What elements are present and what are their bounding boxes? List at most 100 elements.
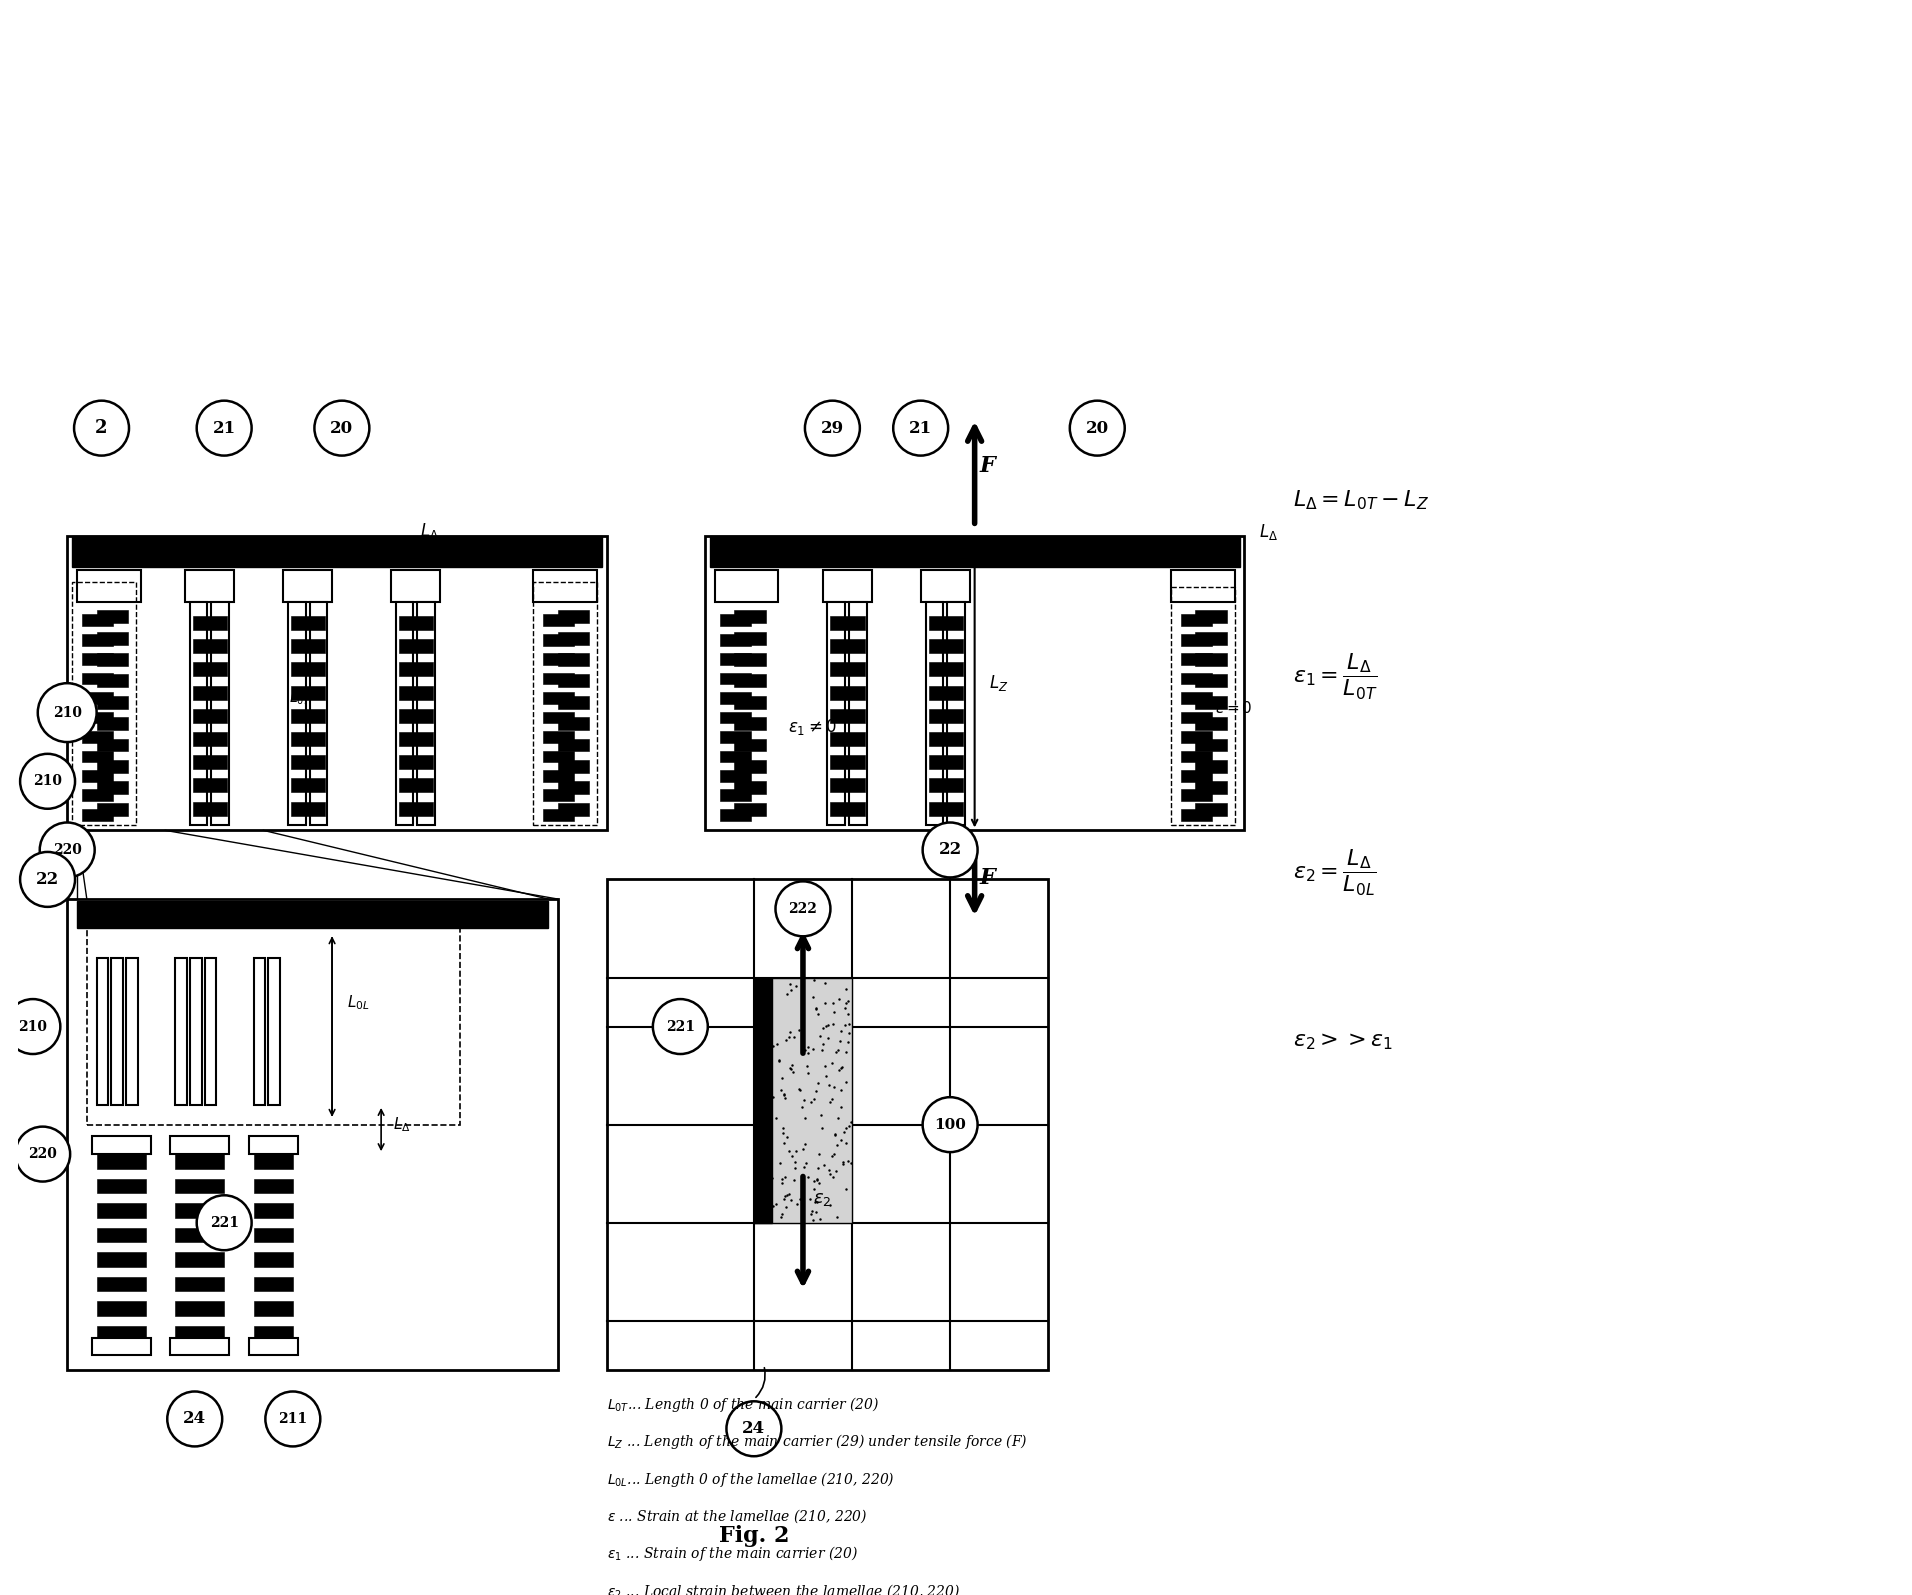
Bar [291,686,325,700]
Text: $\varepsilon_2 = \dfrac{L_\Delta}{L_{0L}}$: $\varepsilon_2 = \dfrac{L_\Delta}{L_{0L}… [1294,849,1377,898]
Bar [254,959,266,1105]
Bar [82,692,113,703]
Text: 210: 210 [54,705,82,719]
Bar [268,959,279,1105]
Text: 21: 21 [908,419,933,437]
Bar [830,616,864,630]
Text: 24: 24 [742,1420,765,1437]
Circle shape [923,1097,977,1152]
Bar [92,1136,151,1155]
Bar [176,1228,224,1243]
Bar [719,809,751,820]
Bar [176,1179,224,1193]
Text: $L_Z$ ... Length of the main carrier (29) under tensile force (F): $L_Z$ ... Length of the main carrier (29… [606,1432,1027,1451]
Bar [929,778,964,793]
Text: $L_{0T}$... Length 0 of the main carrier (20): $L_{0T}$... Length 0 of the main carrier… [606,1396,880,1415]
Bar [390,571,440,601]
Bar [709,536,1239,568]
Bar [98,611,128,624]
Bar [543,614,574,627]
Bar [396,601,413,826]
Bar [543,751,574,762]
Text: $L_{0L}$: $L_{0L}$ [346,994,369,1011]
Bar [67,900,558,1370]
Bar [1195,632,1228,644]
Bar [291,732,325,746]
Bar [291,802,325,815]
Bar [205,959,216,1105]
Bar [291,756,325,769]
Circle shape [166,1391,222,1447]
Bar [1195,652,1228,667]
Text: $L_\Delta = L_{0T} - L_Z$: $L_\Delta = L_{0T} - L_Z$ [1294,488,1430,512]
Bar [92,1338,151,1356]
Bar [98,1276,145,1292]
Bar [400,732,434,746]
Bar [283,571,333,601]
Bar [1170,571,1235,601]
Bar [1180,633,1212,646]
Bar [193,708,228,723]
Circle shape [75,400,128,456]
Bar [734,675,765,687]
Bar [830,732,864,746]
Bar [830,778,864,793]
Bar [719,711,751,723]
Text: 221: 221 [210,1215,239,1230]
Bar [1180,809,1212,820]
Bar [543,790,574,801]
Text: $\varepsilon_1$ ... Strain of the main carrier (20): $\varepsilon_1$ ... Strain of the main c… [606,1544,858,1563]
Bar [1180,614,1212,627]
Bar [193,756,228,769]
Bar [185,571,233,601]
Bar [176,1203,224,1219]
Text: $\varepsilon$ ... Strain at the lamellae (210, 220): $\varepsilon$ ... Strain at the lamellae… [606,1507,868,1525]
Bar [830,756,864,769]
Bar [400,756,434,769]
Bar [1180,673,1212,684]
Text: 20: 20 [331,419,354,437]
Bar [734,782,765,794]
Bar [543,654,574,665]
Bar [719,692,751,703]
Bar [291,778,325,793]
Bar [1195,675,1228,687]
Bar [193,802,228,815]
Bar [98,782,128,794]
Bar [719,731,751,743]
Circle shape [21,754,75,809]
Bar [176,1276,224,1292]
Bar [734,738,765,751]
Bar [922,571,969,601]
Bar [558,675,589,687]
Bar [291,708,325,723]
Bar [176,1155,224,1169]
Bar [98,652,128,667]
Bar [82,751,113,762]
Bar [82,770,113,782]
Bar [719,673,751,684]
Bar [543,692,574,703]
Bar [543,673,574,684]
Text: $L_\Delta$: $L_\Delta$ [421,522,440,541]
Bar [193,686,228,700]
Bar [193,662,228,676]
Circle shape [1071,400,1124,456]
Bar [82,614,113,627]
Text: $L_{0L}$... Length 0 of the lamellae (210, 220): $L_{0L}$... Length 0 of the lamellae (21… [606,1469,895,1488]
Bar [98,695,128,708]
Bar [400,616,434,630]
Bar [946,601,966,826]
Circle shape [805,400,860,456]
Bar [400,778,434,793]
Bar [400,640,434,652]
Bar [558,761,589,774]
Bar [734,761,765,774]
Text: $\varepsilon = 0$: $\varepsilon = 0$ [1214,700,1252,716]
Text: $\varepsilon_2$: $\varepsilon_2$ [813,1190,832,1207]
Bar [1195,611,1228,624]
Bar [706,536,1245,831]
Bar [291,640,325,652]
Bar [310,601,327,826]
Bar [111,959,122,1105]
